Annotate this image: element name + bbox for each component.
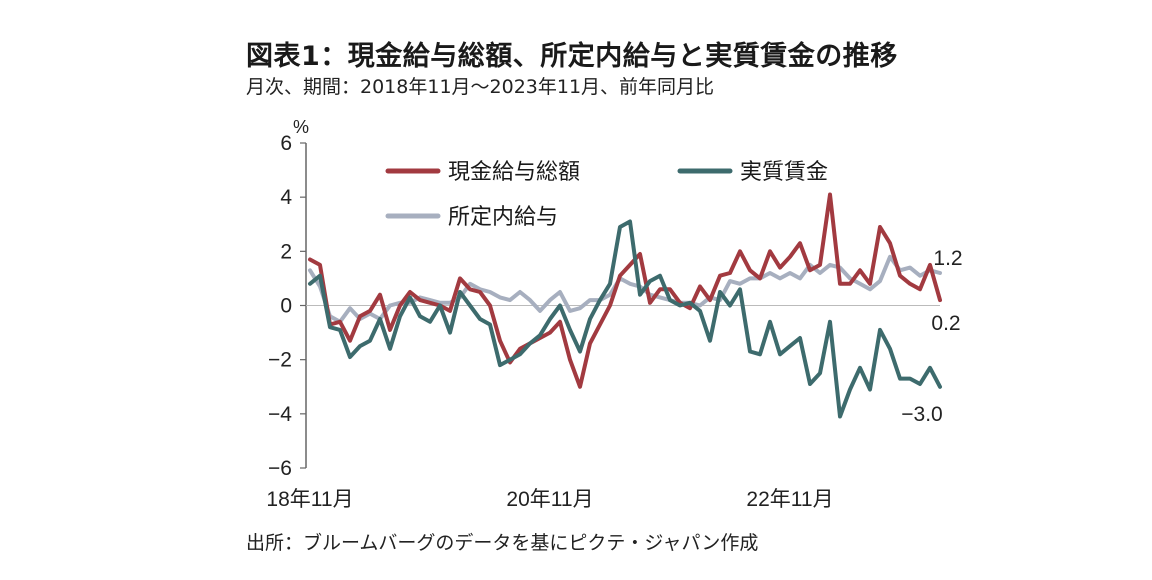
end-label-1: −3.0	[901, 403, 942, 426]
legend-label-1: 実質賃金	[740, 160, 828, 185]
chart-axes	[305, 143, 940, 468]
source-note: 出所：ブルームバーグのデータを基にピクテ・ジャパン作成	[246, 532, 759, 554]
end-label-2: 1.2	[933, 247, 962, 270]
x-axis-ticks: 18年11月 20年11月 22年11月	[266, 488, 833, 511]
chart-subtitle: 月次、期間：2018年11月～2023年11月、前年同月比	[246, 76, 715, 98]
x-tick-label: 22年11月	[746, 488, 833, 511]
y-axis-ticks: 6 4 2 0 −2 −4 −6	[268, 132, 306, 480]
y-tick-label: 0	[280, 295, 292, 318]
y-tick-label: −4	[268, 403, 292, 426]
y-tick-label: 2	[280, 240, 292, 263]
y-tick-label: 4	[280, 186, 292, 209]
series-lines	[308, 192, 942, 419]
legend-label-0: 現金給与総額	[448, 160, 580, 185]
series-line-1	[308, 219, 942, 419]
x-tick-label: 18年11月	[266, 488, 353, 511]
y-tick-label: −6	[268, 457, 292, 480]
y-axis-unit-label: %	[293, 117, 309, 137]
x-tick-label: 20年11月	[506, 488, 593, 511]
series-line-0	[308, 192, 942, 389]
series-line-2	[308, 254, 942, 324]
y-tick-label: −2	[268, 349, 292, 372]
legend-label-2: 所定内給与	[448, 205, 558, 230]
chart-title: 図表1：現金給与総額、所定内給与と実質賃金の推移	[246, 41, 898, 72]
end-label-0: 0.2	[931, 312, 960, 335]
series-end-labels: 0.2 −3.0 1.2	[901, 247, 962, 426]
y-tick-label: 6	[280, 132, 292, 155]
